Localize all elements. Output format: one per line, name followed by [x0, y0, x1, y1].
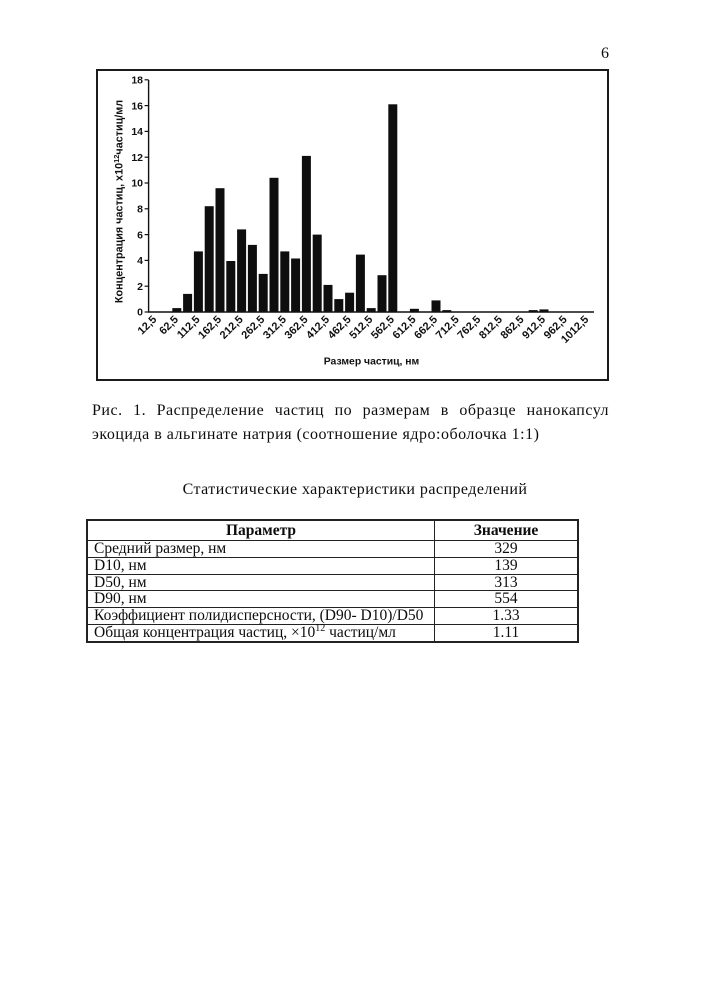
svg-text:262,5: 262,5 — [239, 314, 267, 342]
svg-text:912,5: 912,5 — [520, 314, 548, 342]
svg-text:8: 8 — [137, 204, 143, 216]
svg-text:0: 0 — [137, 307, 143, 319]
svg-text:Размер частиц, нм: Размер частиц, нм — [324, 357, 420, 368]
svg-text:162,5: 162,5 — [196, 314, 224, 342]
svg-text:14: 14 — [131, 126, 143, 138]
svg-text:662,5: 662,5 — [412, 314, 440, 342]
svg-text:18: 18 — [131, 75, 143, 87]
svg-text:10: 10 — [131, 178, 143, 190]
svg-text:6: 6 — [137, 229, 143, 241]
svg-text:762,5: 762,5 — [455, 314, 483, 342]
svg-text:812,5: 812,5 — [477, 314, 505, 342]
svg-text:212,5: 212,5 — [218, 314, 246, 342]
svg-text:512,5: 512,5 — [347, 314, 375, 342]
svg-text:4: 4 — [137, 255, 143, 267]
svg-text:362,5: 362,5 — [283, 314, 311, 342]
svg-text:562,5: 562,5 — [369, 314, 397, 342]
svg-text:712,5: 712,5 — [434, 314, 462, 342]
svg-text:2: 2 — [137, 281, 143, 293]
svg-text:612,5: 612,5 — [391, 314, 419, 342]
svg-text:16: 16 — [131, 100, 143, 112]
svg-text:112,5: 112,5 — [175, 314, 203, 342]
svg-text:412,5: 412,5 — [304, 314, 332, 342]
svg-text:862,5: 862,5 — [499, 314, 527, 342]
svg-text:Концентрация частиц, х1012част: Концентрация частиц, х1012частиц/мл — [112, 100, 126, 303]
svg-text:462,5: 462,5 — [326, 314, 354, 342]
svg-text:12: 12 — [131, 152, 143, 164]
svg-text:312,5: 312,5 — [261, 314, 289, 342]
